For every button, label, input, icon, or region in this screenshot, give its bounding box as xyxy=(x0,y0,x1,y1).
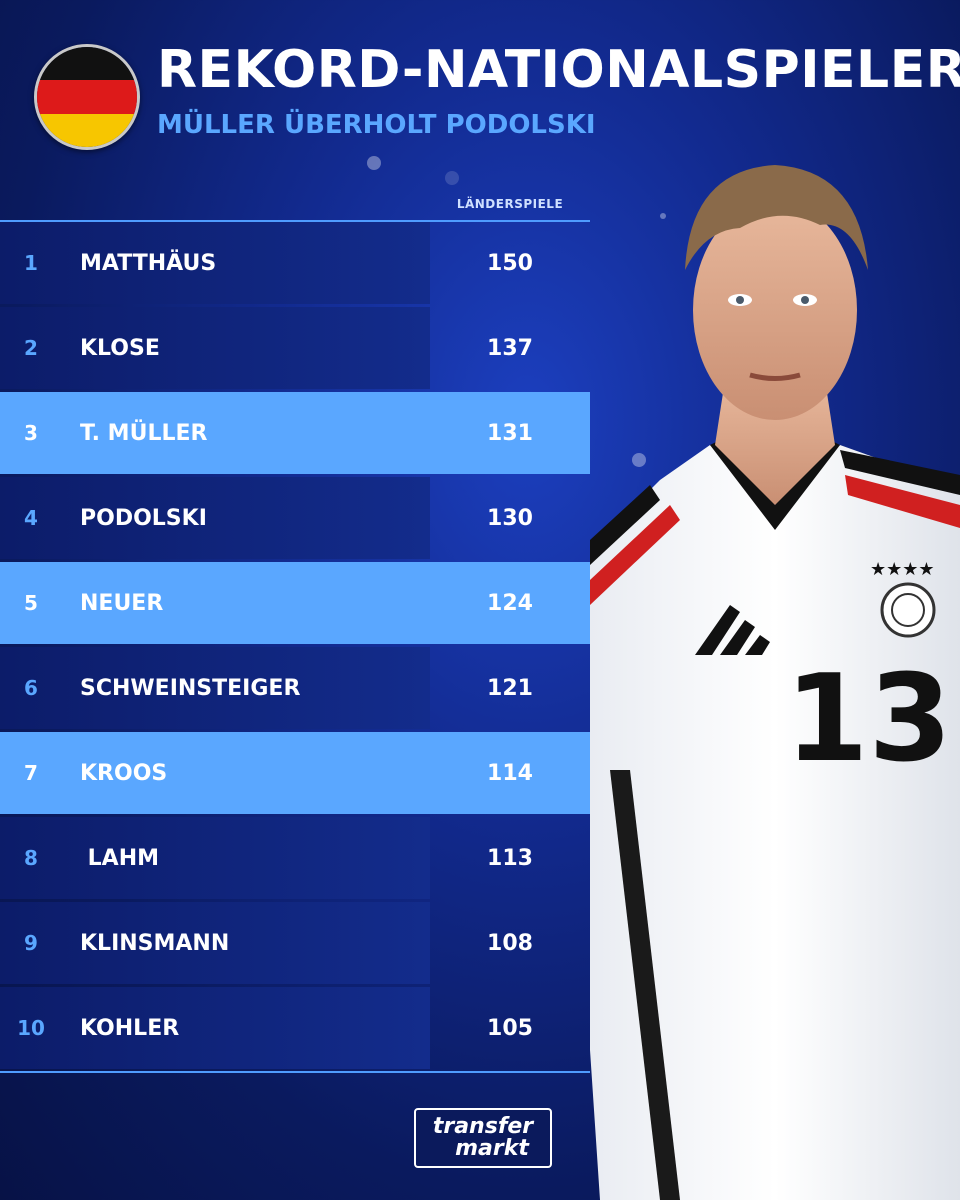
caps-value: 113 xyxy=(487,845,533,871)
page-subtitle: MÜLLER ÜBERHOLT PODOLSKI xyxy=(157,110,596,140)
column-header-caps: LÄNDERSPIELE xyxy=(456,197,564,211)
name-cell xyxy=(0,307,430,389)
table-row: 10 KOHLER 105 xyxy=(0,987,590,1069)
player-name: KLOSE xyxy=(80,335,160,361)
bokeh-light xyxy=(632,453,646,467)
player-name: NEUER xyxy=(80,590,164,616)
dfb-badge xyxy=(880,582,936,638)
name-cell xyxy=(0,562,430,644)
pupil xyxy=(801,296,809,304)
table-row: 7 KROOS 114 xyxy=(0,732,590,814)
caps-value: 105 xyxy=(487,1015,533,1041)
rank-number: 1 xyxy=(24,251,38,275)
dfb-badge-inner xyxy=(891,593,925,627)
name-cell xyxy=(0,817,430,899)
player-name: T. MÜLLER xyxy=(80,420,208,446)
player-name: SCHWEINSTEIGER xyxy=(80,675,301,701)
shoulder-stripe xyxy=(845,475,960,528)
rank-number: 8 xyxy=(24,846,38,870)
page-title: REKORD-NATIONALSPIELER xyxy=(157,40,960,100)
flag-stripe-gold xyxy=(37,113,137,147)
name-cell xyxy=(0,477,430,559)
head xyxy=(693,200,857,420)
flag-stripe-black xyxy=(37,47,137,81)
logo-line1: transfer xyxy=(432,1114,534,1139)
rank-number: 3 xyxy=(24,421,38,445)
caps-value: 124 xyxy=(430,562,590,644)
brand-mark xyxy=(695,605,770,655)
rank-number: 10 xyxy=(17,1016,45,1040)
player-photo: ★★★★ 13 xyxy=(590,165,960,1200)
player-name: MATTHÄUS xyxy=(80,250,217,276)
name-cell xyxy=(0,987,430,1069)
name-cell xyxy=(0,732,430,814)
caps-value: 114 xyxy=(430,732,590,814)
rank-number: 6 xyxy=(24,676,38,700)
caps-value: 121 xyxy=(487,675,533,701)
table-row: 6 SCHWEINSTEIGER 121 xyxy=(0,647,590,729)
table-bottom-border xyxy=(0,1071,590,1073)
table-row: 2 KLOSE 137 xyxy=(0,307,590,389)
table-row: 8 LAHM 113 xyxy=(0,817,590,899)
caps-value: 150 xyxy=(487,250,533,276)
rank-number: 2 xyxy=(24,336,38,360)
stars-text: ★★★★ xyxy=(870,559,935,580)
jersey-shape xyxy=(590,445,960,1200)
player-name: KROOS xyxy=(80,760,168,786)
shoulder-stripe xyxy=(590,485,660,565)
bokeh-light xyxy=(367,156,381,170)
caps-value: 137 xyxy=(487,335,533,361)
player-name: KOHLER xyxy=(80,1015,180,1041)
transfermarkt-logo: transfer markt xyxy=(414,1108,552,1168)
logo-line2: markt xyxy=(455,1136,529,1161)
name-cell xyxy=(0,222,430,304)
shoulder-stripe xyxy=(840,450,960,495)
table-row: 5 NEUER 124 xyxy=(0,562,590,644)
table-row: 3 T. MÜLLER 131 xyxy=(0,392,590,474)
bokeh-light xyxy=(660,213,666,219)
jersey-seam xyxy=(610,770,680,1200)
table-row: 4 PODOLSKI 130 xyxy=(0,477,590,559)
bokeh-light xyxy=(445,171,459,185)
pupil xyxy=(736,296,744,304)
player-name: LAHM xyxy=(80,845,160,871)
caps-value: 130 xyxy=(487,505,533,531)
mouth xyxy=(749,372,801,381)
shoulder-stripe xyxy=(590,505,680,605)
caps-value: 131 xyxy=(430,392,590,474)
rank-number: 7 xyxy=(24,761,38,785)
hair xyxy=(685,165,868,270)
germany-flag-icon xyxy=(34,44,140,150)
player-name: PODOLSKI xyxy=(80,505,207,531)
table-row: 1 MATTHÄUS 150 xyxy=(0,222,590,304)
name-cell xyxy=(0,392,430,474)
caps-value: 108 xyxy=(487,930,533,956)
rank-number: 4 xyxy=(24,506,38,530)
flag-stripe-red xyxy=(37,80,137,114)
rank-number: 9 xyxy=(24,931,38,955)
name-cell xyxy=(0,902,430,984)
ranking-table: 1 MATTHÄUS 150 2 KLOSE 137 3 T. MÜLLER 1… xyxy=(0,222,590,1072)
name-cell xyxy=(0,647,430,729)
player-name: KLINSMANN xyxy=(80,930,230,956)
table-row: 9 KLINSMANN 108 xyxy=(0,902,590,984)
table-top-border xyxy=(0,220,590,222)
jersey-number: 13 xyxy=(785,650,952,789)
rank-number: 5 xyxy=(24,591,38,615)
